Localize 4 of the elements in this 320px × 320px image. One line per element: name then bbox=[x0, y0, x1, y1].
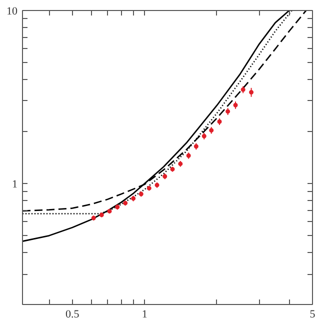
x-tick-label: 1 bbox=[142, 308, 148, 320]
y-tick-label: 10 bbox=[6, 6, 18, 18]
x-tick-label: 0.5 bbox=[65, 308, 80, 320]
x-tick-label: 5 bbox=[310, 308, 316, 320]
